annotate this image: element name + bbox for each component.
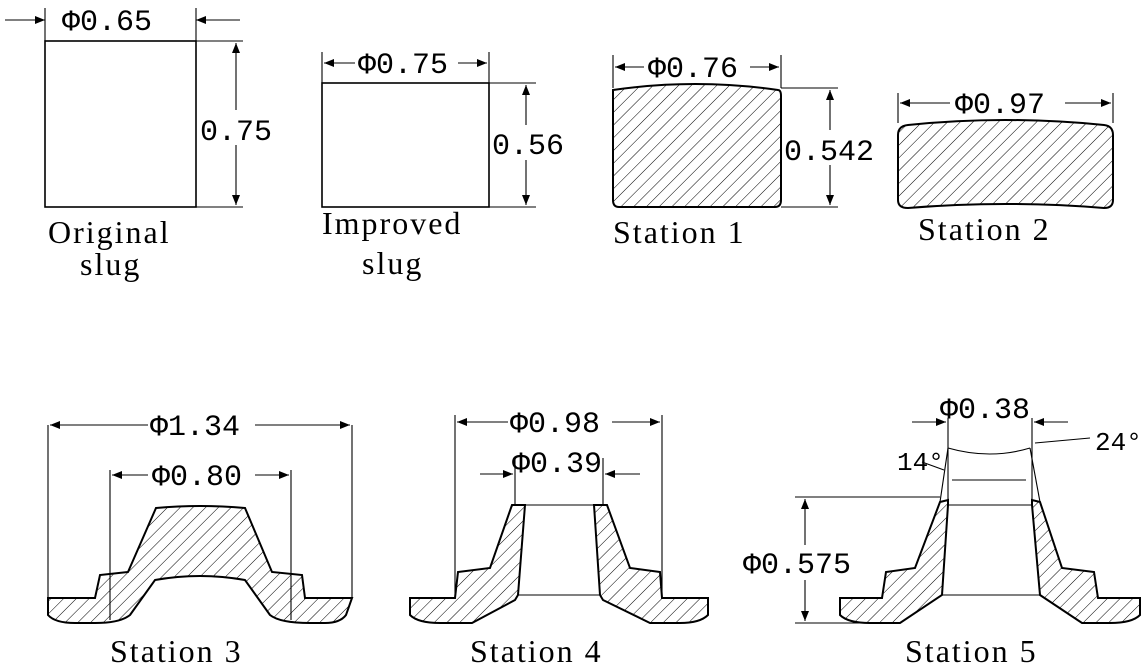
station5-section-right (1031, 498, 1141, 624)
station5-diameter-label: Φ0.38 (940, 394, 1030, 428)
station-2: Φ0.97 Station 2 (897, 89, 1114, 247)
station2-diameter-label: Φ0.97 (955, 89, 1045, 123)
station5-left-angle-label: 14° (897, 448, 944, 478)
angle-arc (947, 447, 1031, 455)
improved-caption-line2: slug (362, 245, 423, 281)
improved-diameter-label: Φ0.75 (358, 49, 448, 83)
angle-leader-right (1034, 437, 1091, 444)
angle-leader-left (921, 461, 945, 471)
station-1: Φ0.76 0.542 Station 1 (612, 53, 874, 250)
station1-section (612, 83, 782, 208)
station4-section-right (592, 504, 709, 624)
station1-diameter-label: Φ0.76 (648, 53, 738, 87)
station4-outer-diameter-label: Φ0.98 (510, 408, 600, 442)
station3-section (47, 505, 354, 624)
station4-section-left (409, 504, 527, 624)
station1-height-label: 0.542 (784, 136, 874, 170)
station3-caption: Station 3 (110, 633, 243, 667)
improved-slug: Φ0.75 0.56 Improved slug (321, 49, 564, 281)
station1-caption: Station 1 (613, 214, 746, 250)
original-slug-outline (44, 40, 197, 208)
improved-height-label: 0.56 (492, 130, 564, 164)
station5-caption: Station 5 (905, 633, 1038, 667)
original-diameter-label: Φ0.65 (62, 6, 152, 40)
station5-height-label: Φ0.575 (743, 549, 851, 583)
station5-right-angle-label: 24° (1095, 428, 1142, 458)
improved-slug-outline (321, 82, 490, 208)
station-3: Φ1.34 Φ0.80 Station 3 (47, 411, 354, 667)
station2-caption: Station 2 (918, 211, 1051, 247)
station5-section-left (839, 498, 949, 624)
improved-caption-line1: Improved (322, 205, 462, 241)
station2-section (897, 119, 1114, 210)
station4-caption: Station 4 (470, 633, 603, 667)
station-4: Φ0.98 Φ0.39 Station 4 (409, 408, 709, 667)
station3-outer-diameter-label: Φ1.34 (150, 411, 240, 445)
original-height-label: 0.75 (200, 116, 272, 150)
taper-line-right (1029, 447, 1041, 503)
taper-line-left (939, 447, 949, 503)
original-caption-line1: Original (48, 214, 171, 250)
station3-inner-diameter-label: Φ0.80 (152, 461, 242, 495)
original-slug: Φ0.65 0.75 Original slug (5, 6, 272, 282)
station-5: Φ0.38 14° 24° Φ0.575 Station 5 (743, 394, 1142, 667)
station4-inner-diameter-label: Φ0.39 (512, 448, 602, 482)
original-caption-line2: slug (80, 246, 141, 282)
